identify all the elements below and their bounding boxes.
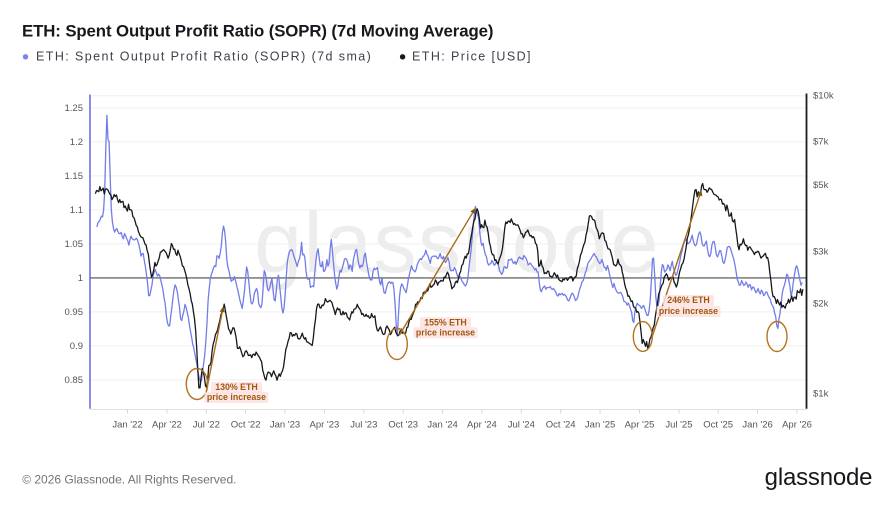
svg-text:Jul '23: Jul '23: [350, 420, 377, 431]
svg-text:$2k: $2k: [813, 299, 829, 310]
svg-text:Jan '23: Jan '23: [270, 420, 300, 431]
svg-text:Jul '24: Jul '24: [508, 420, 535, 431]
svg-text:Apr '23: Apr '23: [309, 420, 339, 431]
svg-text:$1k: $1k: [813, 388, 829, 399]
svg-text:$7k: $7k: [813, 137, 829, 148]
svg-text:price increase: price increase: [207, 392, 266, 402]
svg-text:Jul '22: Jul '22: [193, 420, 220, 431]
svg-text:price increase: price increase: [659, 306, 718, 316]
svg-text:Jul '25: Jul '25: [665, 420, 692, 431]
svg-text:130% ETH: 130% ETH: [215, 382, 258, 392]
svg-text:Jan '25: Jan '25: [585, 420, 615, 431]
svg-text:Apr '24: Apr '24: [467, 420, 497, 431]
svg-text:Oct '25: Oct '25: [703, 420, 733, 431]
svg-text:Oct '22: Oct '22: [231, 420, 261, 431]
svg-text:0.9: 0.9: [70, 341, 83, 352]
svg-text:Apr '25: Apr '25: [625, 420, 655, 431]
svg-text:1: 1: [78, 273, 83, 284]
svg-text:246% ETH: 246% ETH: [667, 295, 710, 305]
svg-text:Oct '23: Oct '23: [388, 420, 418, 431]
svg-text:0.85: 0.85: [65, 375, 84, 386]
svg-text:ETH: Spent Output Profit Ratio: ETH: Spent Output Profit Ratio (SOPR) (7…: [22, 22, 493, 41]
svg-text:$5k: $5k: [813, 180, 829, 191]
svg-text:Apr '22: Apr '22: [152, 420, 182, 431]
svg-text:1.25: 1.25: [65, 103, 84, 114]
svg-text:1.2: 1.2: [70, 137, 83, 148]
svg-text:1.15: 1.15: [65, 171, 84, 182]
svg-text:ETH: Spent Output Profit Ratio: ETH: Spent Output Profit Ratio (SOPR) (7…: [36, 49, 372, 63]
svg-text:155% ETH: 155% ETH: [424, 318, 467, 328]
svg-text:0.95: 0.95: [65, 307, 84, 318]
svg-text:Jan '26: Jan '26: [742, 420, 772, 431]
svg-text:© 2026 Glassnode. All Rights R: © 2026 Glassnode. All Rights Reserved.: [22, 472, 236, 486]
svg-text:glassnode: glassnode: [254, 195, 660, 291]
svg-text:Jan '24: Jan '24: [427, 420, 457, 431]
svg-text:Oct '24: Oct '24: [546, 420, 576, 431]
svg-text:ETH: Price [USD]: ETH: Price [USD]: [412, 49, 532, 63]
svg-text:Jan '22: Jan '22: [112, 420, 142, 431]
svg-text:glassnode: glassnode: [765, 464, 873, 491]
svg-text:Apr '26: Apr '26: [782, 420, 812, 431]
svg-text:1.05: 1.05: [65, 239, 84, 250]
svg-text:$10k: $10k: [813, 91, 834, 102]
svg-text:price increase: price increase: [416, 328, 475, 338]
svg-text:1.1: 1.1: [70, 205, 83, 216]
svg-text:$3k: $3k: [813, 246, 829, 257]
